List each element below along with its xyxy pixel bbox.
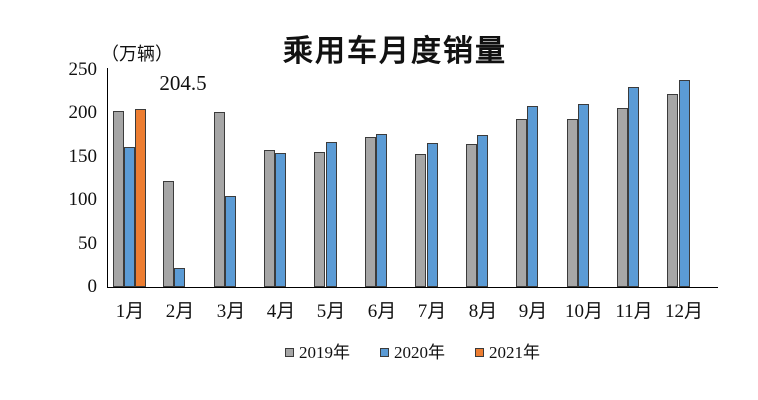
bar bbox=[466, 144, 477, 287]
bar bbox=[225, 196, 236, 287]
bar bbox=[365, 137, 376, 287]
legend-label: 2021年 bbox=[489, 343, 540, 362]
y-tick-label: 100 bbox=[68, 189, 98, 211]
bar bbox=[376, 134, 387, 287]
y-tick-label: 150 bbox=[68, 145, 98, 167]
legend-item: 2019年 bbox=[285, 343, 350, 362]
legend-item: 2020年 bbox=[380, 343, 445, 362]
legend-swatch bbox=[285, 348, 294, 357]
bar bbox=[527, 106, 538, 287]
data-label-jan-2021: 204.5 bbox=[159, 71, 207, 95]
bar bbox=[628, 87, 639, 287]
y-tick-label: 200 bbox=[68, 102, 98, 124]
bar bbox=[163, 181, 174, 287]
y-axis-unit-label: （万辆） bbox=[101, 44, 173, 64]
legend-label: 2019年 bbox=[299, 343, 350, 362]
bar bbox=[415, 154, 426, 287]
x-axis-label: 4月 bbox=[266, 301, 296, 322]
chart-title: 乘用车月度销量 bbox=[283, 35, 507, 68]
bar bbox=[314, 152, 325, 287]
x-axis-label: 3月 bbox=[216, 301, 246, 322]
legend: 2019年 2020年 2021年 bbox=[107, 343, 718, 362]
bar bbox=[667, 94, 678, 287]
x-axis-label: 7月 bbox=[417, 301, 447, 322]
y-axis-line bbox=[107, 68, 108, 287]
bar bbox=[174, 268, 185, 287]
bar bbox=[516, 119, 527, 287]
x-axis-label: 2月 bbox=[165, 301, 195, 322]
x-axis-label: 6月 bbox=[367, 301, 397, 322]
bar bbox=[679, 80, 690, 287]
y-tick-label: 50 bbox=[78, 232, 97, 254]
legend-item: 2021年 bbox=[475, 343, 540, 362]
x-axis-label: 9月 bbox=[518, 301, 548, 322]
x-axis-label: 10月 bbox=[564, 301, 603, 322]
bar bbox=[477, 135, 488, 287]
x-axis-label: 12月 bbox=[664, 301, 703, 322]
bar bbox=[427, 143, 438, 287]
bar bbox=[275, 153, 286, 287]
bar bbox=[326, 142, 337, 287]
bar bbox=[124, 147, 135, 287]
bar bbox=[214, 112, 225, 287]
y-tick-label: 0 bbox=[87, 276, 98, 297]
bar bbox=[578, 104, 589, 287]
x-axis-line bbox=[107, 287, 718, 288]
legend-label: 2020年 bbox=[394, 343, 445, 362]
bar bbox=[567, 119, 578, 287]
bar bbox=[264, 150, 275, 287]
bar bbox=[113, 111, 124, 287]
legend-swatch bbox=[475, 348, 484, 357]
x-axis-label: 5月 bbox=[316, 301, 346, 322]
x-axis-label: 11月 bbox=[615, 301, 653, 322]
legend-swatch bbox=[380, 348, 389, 357]
y-tick-label: 250 bbox=[68, 59, 98, 80]
bar bbox=[617, 108, 628, 287]
x-axis-label: 1月 bbox=[115, 301, 145, 322]
x-axis-label: 8月 bbox=[468, 301, 498, 322]
bar bbox=[135, 109, 146, 287]
